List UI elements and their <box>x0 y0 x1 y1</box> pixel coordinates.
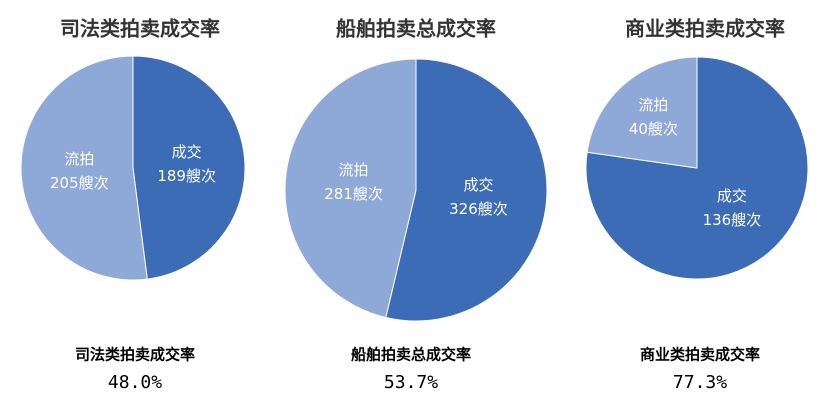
chart-title: 司法类拍卖成交率 <box>60 17 220 41</box>
pie-slice <box>284 58 417 319</box>
rate-title: 商业类拍卖成交率 <box>640 346 760 364</box>
slice-category: 成交 <box>463 176 493 194</box>
rate-value: 77.3% <box>673 372 727 393</box>
pie-slice <box>20 55 148 281</box>
rate-value: 53.7% <box>384 372 438 393</box>
pie-slice <box>132 55 246 280</box>
slice-category: 流拍 <box>638 96 668 114</box>
slice-category: 流拍 <box>64 150 94 168</box>
slice-label: 40艘次 <box>629 120 678 138</box>
slice-category: 成交 <box>717 187 747 205</box>
chart-title: 船舶拍卖总成交率 <box>336 17 496 41</box>
slice-label: 281艘次 <box>324 185 383 203</box>
slice-label: 136艘次 <box>703 211 762 229</box>
rate-value: 48.0% <box>108 372 162 393</box>
rate-title: 司法类拍卖成交率 <box>75 346 195 364</box>
pie-slice <box>586 56 698 169</box>
slice-category: 流拍 <box>339 161 369 179</box>
pie-slice <box>385 58 548 322</box>
chart-title: 商业类拍卖成交率 <box>625 17 785 41</box>
slice-category: 成交 <box>172 143 202 161</box>
slice-label: 189艘次 <box>157 167 216 185</box>
slice-label: 205艘次 <box>50 174 109 192</box>
slice-label: 326艘次 <box>449 200 508 218</box>
rate-title: 船舶拍卖总成交率 <box>351 346 471 364</box>
